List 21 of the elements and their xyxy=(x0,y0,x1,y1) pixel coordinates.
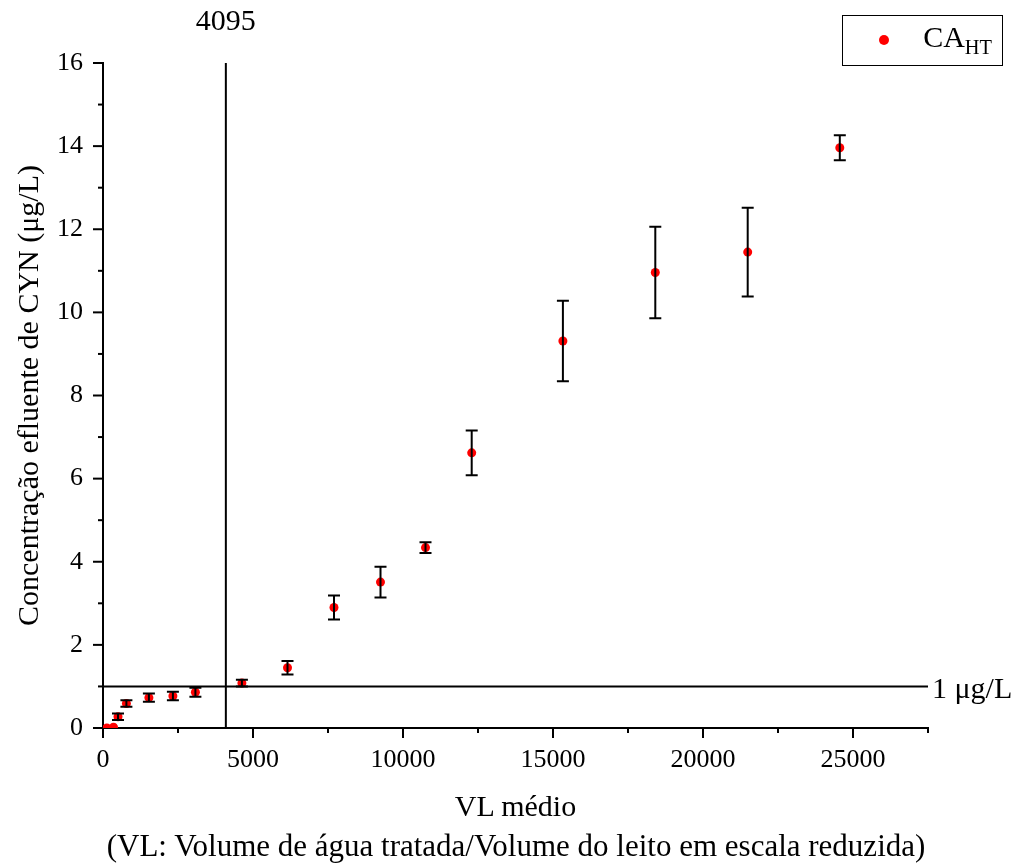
x-tick-label: 15000 xyxy=(520,744,586,774)
y-tick-label: 10 xyxy=(57,296,83,326)
legend-label: CA$_{HT}$ xyxy=(923,20,992,59)
y-tick-label: 0 xyxy=(70,711,83,741)
x-tick-label: 10000 xyxy=(370,744,436,774)
y-tick-label: 6 xyxy=(70,462,83,492)
text: (VL: Volume de água tratada/Volume do leito em escala reduzida) xyxy=(106,828,926,864)
x-tick-label: 0 xyxy=(96,744,110,774)
ref-line-label: 4095 xyxy=(195,2,256,36)
y-tick-label: 4 xyxy=(70,545,83,575)
x-tick-label: 20000 xyxy=(670,744,736,774)
ref-line-label: 1 μg/L xyxy=(932,671,1013,705)
x-axis-title: VL médio xyxy=(454,788,577,822)
y-axis-title: Concentração efluente de CYN (μg/L) xyxy=(10,165,45,626)
x-tick-label: 5000 xyxy=(227,744,279,774)
y-tick-label: 16 xyxy=(57,46,83,76)
y-tick-label: 12 xyxy=(57,213,83,243)
y-tick-label: 8 xyxy=(70,379,83,409)
y-tick-label: 14 xyxy=(57,129,83,159)
x-tick-label: 25000 xyxy=(820,744,886,774)
y-tick-label: 2 xyxy=(70,628,83,658)
